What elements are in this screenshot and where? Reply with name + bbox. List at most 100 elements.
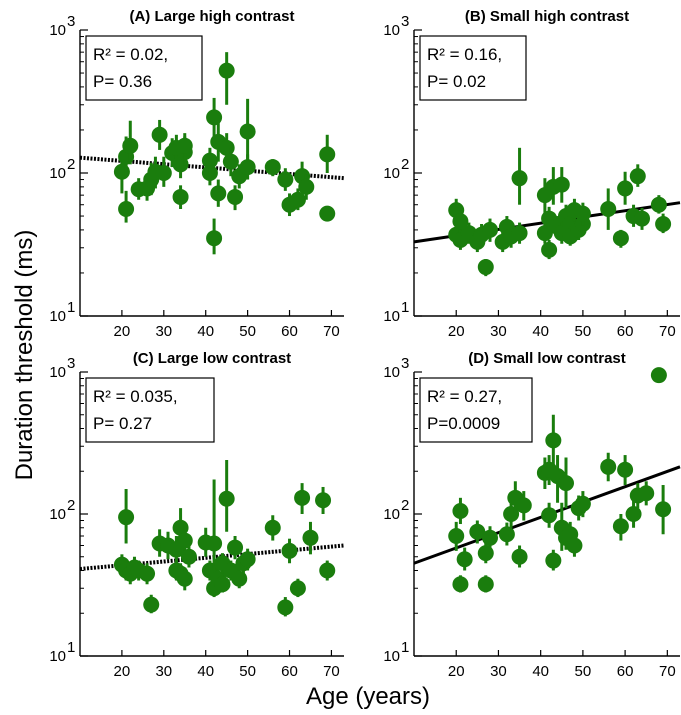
y-tick-exponent: 3 bbox=[401, 13, 409, 30]
data-point bbox=[218, 62, 235, 79]
data-point bbox=[545, 432, 562, 449]
data-point bbox=[118, 201, 135, 218]
stats-box bbox=[85, 377, 215, 443]
data-point bbox=[574, 205, 591, 222]
data-point bbox=[638, 485, 655, 502]
data-point bbox=[482, 529, 498, 546]
data-point bbox=[319, 562, 336, 579]
p-value-text: P= 0.27 bbox=[93, 414, 152, 433]
data-point bbox=[558, 475, 574, 492]
x-tick-label: 40 bbox=[197, 323, 214, 340]
data-point bbox=[277, 599, 294, 616]
y-tick-exponent: 3 bbox=[401, 355, 409, 372]
r-squared-text: R² = 0.02, bbox=[93, 45, 168, 64]
panel-title: (B) Small high contrast bbox=[465, 8, 629, 25]
data-point bbox=[511, 225, 528, 242]
data-point bbox=[180, 548, 197, 565]
data-point bbox=[482, 221, 498, 238]
data-point bbox=[600, 458, 617, 475]
x-tick-label: 50 bbox=[239, 323, 256, 340]
p-value-text: P= 0.36 bbox=[93, 72, 152, 91]
panel-title: (C) Large low contrast bbox=[133, 350, 291, 367]
data-point bbox=[206, 535, 223, 552]
x-tick-label: 50 bbox=[239, 663, 256, 680]
panel-title: (A) Large high contrast bbox=[129, 8, 294, 25]
data-point bbox=[201, 152, 218, 169]
data-point bbox=[452, 502, 469, 519]
data-point bbox=[511, 548, 528, 565]
data-point bbox=[650, 367, 667, 384]
data-point bbox=[617, 461, 634, 478]
data-point bbox=[302, 529, 319, 546]
x-tick-label: 50 bbox=[575, 663, 592, 680]
y-tick-exponent: 1 bbox=[401, 639, 409, 656]
data-point bbox=[118, 509, 135, 526]
y-tick-exponent: 2 bbox=[67, 156, 75, 173]
y-tick-label: 10 bbox=[49, 308, 66, 325]
data-point bbox=[277, 171, 294, 188]
data-point bbox=[210, 185, 227, 202]
data-point bbox=[612, 518, 629, 535]
data-point bbox=[139, 565, 156, 582]
x-tick-label: 30 bbox=[155, 663, 172, 680]
stats-box bbox=[85, 35, 203, 101]
data-point bbox=[298, 178, 315, 195]
data-point bbox=[227, 539, 244, 556]
data-point bbox=[176, 532, 193, 549]
x-tick-label: 40 bbox=[532, 323, 549, 340]
data-point bbox=[264, 159, 281, 176]
y-tick-exponent: 2 bbox=[67, 497, 75, 514]
y-tick-label: 10 bbox=[49, 165, 66, 182]
data-point bbox=[218, 490, 235, 507]
data-point bbox=[511, 170, 528, 187]
data-point bbox=[222, 153, 239, 170]
y-tick-label: 10 bbox=[383, 506, 400, 523]
data-point bbox=[612, 230, 629, 247]
data-point bbox=[456, 551, 473, 568]
y-tick-exponent: 1 bbox=[67, 299, 75, 316]
panel-title: (D) Small low contrast bbox=[468, 350, 626, 367]
data-point bbox=[289, 191, 306, 208]
data-point bbox=[176, 137, 193, 154]
y-tick-label: 10 bbox=[49, 22, 66, 39]
y-tick-label: 10 bbox=[383, 308, 400, 325]
data-point bbox=[206, 109, 223, 126]
data-point bbox=[634, 210, 650, 227]
data-point bbox=[214, 576, 231, 593]
x-axis-label: Age (years) bbox=[306, 683, 430, 710]
data-point bbox=[289, 580, 306, 597]
data-point bbox=[143, 596, 160, 613]
data-point bbox=[541, 507, 558, 524]
y-tick-label: 10 bbox=[383, 165, 400, 182]
y-tick-exponent: 1 bbox=[67, 639, 75, 656]
data-point bbox=[319, 205, 336, 222]
stats-box bbox=[419, 377, 533, 443]
x-tick-label: 70 bbox=[659, 323, 676, 340]
x-tick-label: 30 bbox=[490, 663, 507, 680]
data-point bbox=[239, 123, 256, 140]
x-tick-label: 60 bbox=[281, 663, 298, 680]
data-point bbox=[176, 570, 193, 587]
x-tick-label: 20 bbox=[114, 663, 131, 680]
p-value-text: P= 0.02 bbox=[427, 72, 486, 91]
data-point bbox=[319, 146, 336, 163]
data-point bbox=[541, 241, 558, 258]
data-point bbox=[122, 137, 139, 154]
data-point bbox=[172, 188, 189, 205]
x-tick-label: 20 bbox=[114, 323, 131, 340]
x-tick-label: 50 bbox=[575, 323, 592, 340]
data-point bbox=[264, 519, 281, 536]
data-point bbox=[239, 551, 256, 568]
regression-line bbox=[79, 543, 345, 571]
y-tick-label: 10 bbox=[49, 364, 66, 381]
data-point bbox=[655, 501, 672, 518]
data-point bbox=[231, 570, 248, 587]
y-tick-exponent: 3 bbox=[67, 355, 75, 372]
y-tick-exponent: 3 bbox=[67, 13, 75, 30]
y-tick-exponent: 2 bbox=[401, 156, 409, 173]
data-point bbox=[452, 576, 469, 593]
